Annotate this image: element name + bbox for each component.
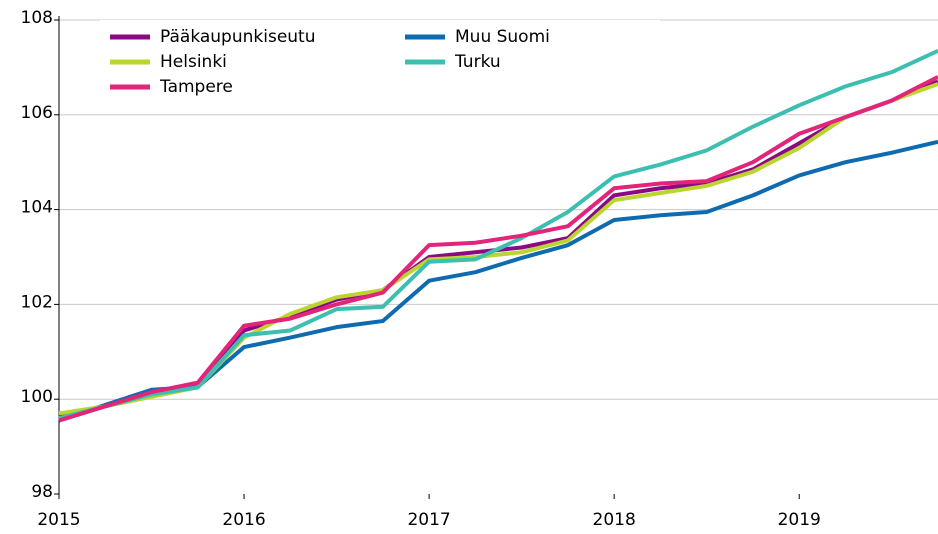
legend-background [100,20,660,104]
y-tick-label: 100 [21,387,53,407]
line [58,48,938,421]
legend-label: Turku [454,52,501,72]
x-tick-label: 2018 [593,510,636,530]
y-tick-label: 104 [21,198,53,218]
x-tick-label: 2016 [222,510,265,530]
y-tick-label: 108 [21,8,53,28]
y-tick-label: 102 [21,292,53,312]
legend-label: Tampere [159,77,233,97]
legend-label: Helsinki [160,52,227,72]
x-tick-label: 2017 [407,510,450,530]
y-tick-label: 98 [31,482,53,502]
x-tick-label: 2019 [778,510,821,530]
legend-label: Muu Suomi [455,27,550,47]
line [58,75,938,423]
line [58,139,938,422]
x-tick-label: 2015 [37,510,80,530]
y-tick-label: 106 [21,103,53,123]
legend-label: Pääkaupunkiseutu [160,27,316,47]
